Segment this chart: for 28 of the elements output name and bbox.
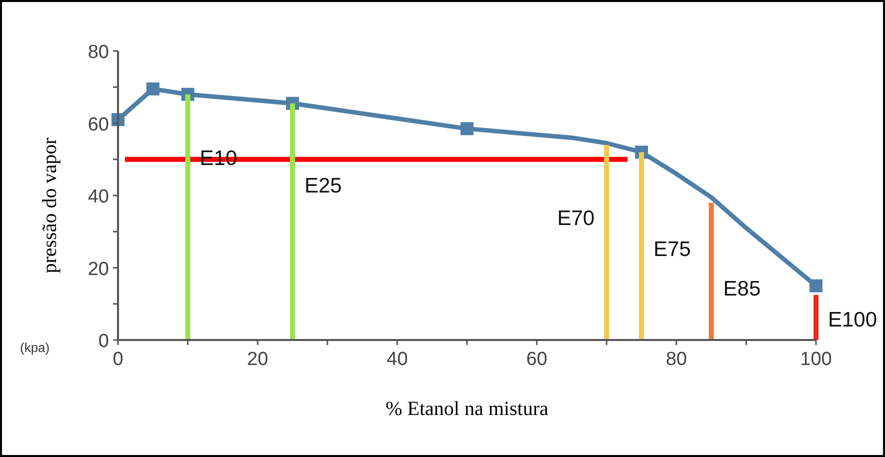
bar [290,103,295,340]
x-tick-label: 20 [247,349,268,370]
annotation: E75 [654,238,691,261]
x-tick-label: 80 [666,349,687,370]
annotation: E25 [304,174,342,198]
x-tick-label: 0 [112,349,124,370]
y-tick-label: 60 [88,114,109,136]
annotation: E85 [723,278,761,301]
y-axis-title: pressão do vapor [39,137,61,274]
bar [708,202,714,340]
annotation: E70 [557,207,595,230]
bar [814,294,818,340]
x-axis-title: % Etanol na mistura [386,398,548,420]
y-tick-label: 80 [88,42,109,63]
y-tick-label: 0 [98,331,109,352]
x-tick-label: 60 [526,349,548,370]
bar [639,152,644,340]
bar [604,144,610,340]
x-tick-label: 40 [386,349,408,370]
text: (kpa) [20,340,50,355]
point [146,82,160,96]
y-tick-label: 40 [88,186,109,208]
x-tick-label: 100 [800,349,832,370]
bar [185,94,190,340]
point [810,279,822,292]
point [460,122,474,136]
annotation: E100 [828,308,878,332]
y-tick-label: 20 [88,258,109,280]
